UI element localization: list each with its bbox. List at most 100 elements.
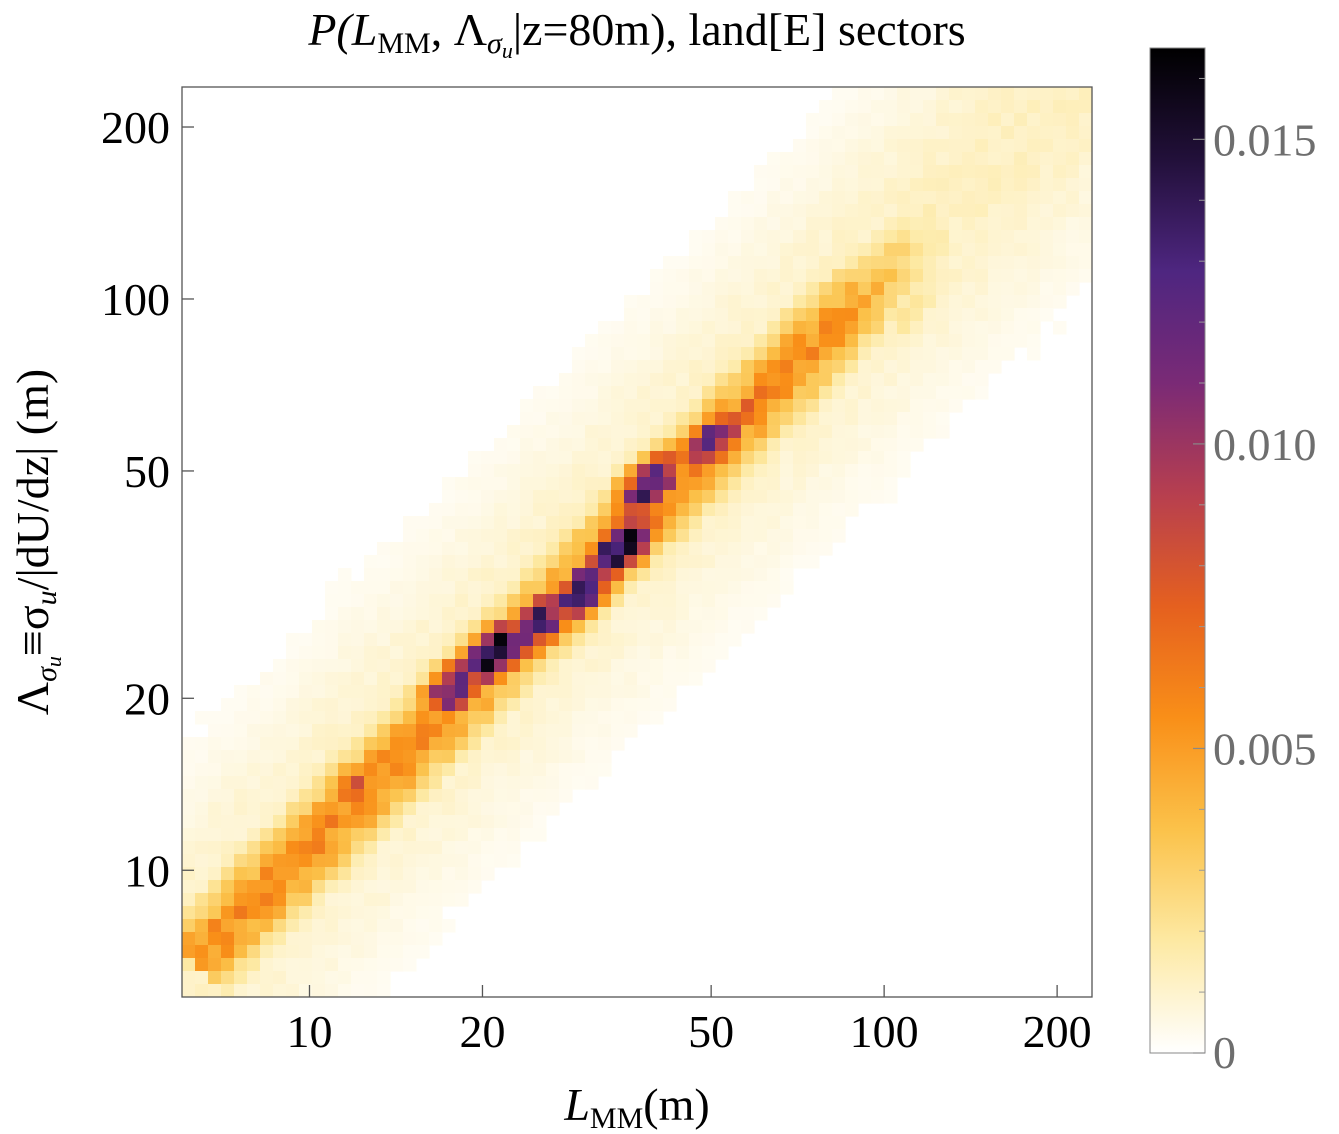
heatmap-cell [1066, 269, 1080, 283]
heatmap-cell [351, 958, 365, 972]
heatmap-cell [832, 204, 846, 218]
heatmap-cell [845, 412, 859, 426]
heatmap-cell [650, 542, 664, 556]
heatmap-cell [741, 217, 755, 231]
heatmap-cell [442, 594, 456, 608]
heatmap-cell [221, 698, 235, 712]
heatmap-cell [507, 581, 521, 595]
heatmap-cell [403, 607, 417, 621]
heatmap-cell [624, 425, 638, 439]
heatmap-cell [468, 529, 482, 543]
heatmap-cell [273, 828, 287, 842]
heatmap-cell [416, 776, 430, 790]
heatmap-cell [468, 451, 482, 465]
heatmap-cell [689, 555, 703, 569]
heatmap-cell [507, 438, 521, 452]
heatmap-cell [325, 906, 339, 920]
heatmap-cell [832, 516, 846, 530]
heatmap-cell [780, 568, 794, 582]
heatmap-cell [494, 711, 508, 725]
heatmap-cell [338, 932, 352, 946]
heatmap-cell [598, 568, 612, 582]
heatmap-cell [325, 750, 339, 764]
heatmap-cell [312, 984, 326, 998]
heatmap-cell [351, 854, 365, 868]
heatmap-cell [767, 243, 781, 257]
heatmap-cell [585, 737, 599, 751]
heatmap-cell [611, 321, 625, 335]
heatmap-cell [780, 516, 794, 530]
heatmap-cell [871, 464, 885, 478]
heatmap-cell [390, 854, 404, 868]
heatmap-cell [585, 659, 599, 673]
heatmap-cell [299, 867, 313, 881]
heatmap-cell [871, 178, 885, 192]
heatmap-cell [507, 698, 521, 712]
heatmap-cell [234, 984, 248, 998]
heatmap-cell [351, 581, 365, 595]
heatmap-cell [260, 737, 274, 751]
heatmap-cell [975, 243, 989, 257]
heatmap-cell [728, 516, 742, 530]
heatmap-cell [793, 373, 807, 387]
heatmap-cell [845, 126, 859, 140]
heatmap-cell [832, 451, 846, 465]
heatmap-cell [299, 698, 313, 712]
heatmap-cell [442, 555, 456, 569]
heatmap-cell [572, 412, 586, 426]
heatmap-cell [364, 581, 378, 595]
heatmap-cell [650, 659, 664, 673]
heatmap-cell [910, 165, 924, 179]
heatmap-cell [494, 789, 508, 803]
heatmap-cell [988, 269, 1002, 283]
heatmap-cell [1066, 282, 1080, 296]
heatmap-cell [1027, 100, 1041, 114]
heatmap-cell [1014, 113, 1028, 127]
heatmap-cell [481, 672, 495, 686]
heatmap-cell [247, 711, 261, 725]
heatmap-cell [299, 802, 313, 816]
heatmap-cell [910, 269, 924, 283]
heatmap-cell [793, 256, 807, 270]
heatmap-cell [793, 555, 807, 569]
heatmap-cell [507, 672, 521, 686]
heatmap-cell [780, 243, 794, 257]
heatmap-cell [286, 763, 300, 777]
heatmap-cell [429, 542, 443, 556]
heatmap-cell [624, 464, 638, 478]
heatmap-cell [559, 750, 573, 764]
heatmap-cell [533, 750, 547, 764]
heatmap-cell [611, 334, 625, 348]
heatmap-cell [1040, 308, 1054, 322]
heatmap-cell [416, 594, 430, 608]
heatmap-cell [598, 750, 612, 764]
heatmap-cell [923, 152, 937, 166]
heatmap-cell [949, 399, 963, 413]
heatmap-cell [312, 659, 326, 673]
heatmap-cell [1079, 139, 1093, 153]
heatmap-cell [416, 711, 430, 725]
heatmap-cell [481, 737, 495, 751]
heatmap-cell [884, 87, 898, 101]
heatmap-cell [1040, 126, 1054, 140]
heatmap-cell [416, 893, 430, 907]
heatmap-cell [1027, 126, 1041, 140]
heatmap-cell [455, 516, 469, 530]
heatmap-cell [988, 334, 1002, 348]
heatmap-cell [299, 880, 313, 894]
heatmap-cell [754, 464, 768, 478]
heatmap-cell [819, 516, 833, 530]
heatmap-cell [299, 685, 313, 699]
heatmap-cell [1079, 256, 1093, 270]
heatmap-cell [442, 633, 456, 647]
heatmap-cell [858, 412, 872, 426]
heatmap-cell [1040, 256, 1054, 270]
heatmap-cell [975, 139, 989, 153]
heatmap-cell [702, 646, 716, 660]
heatmap-cell [975, 256, 989, 270]
heatmap-cell [533, 607, 547, 621]
heatmap-cell [533, 386, 547, 400]
heatmap-cell [923, 282, 937, 296]
heatmap-cell [871, 243, 885, 257]
heatmap-cell [897, 152, 911, 166]
